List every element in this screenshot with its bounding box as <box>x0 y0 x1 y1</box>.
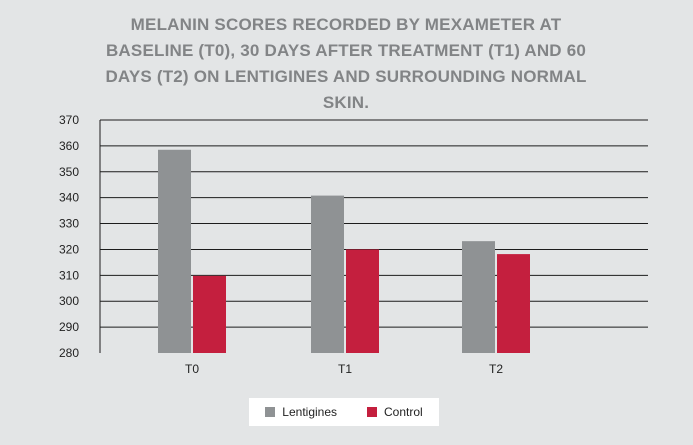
bars <box>158 149 530 353</box>
legend-swatch-control <box>367 407 378 417</box>
y-tick-label-340: 340 <box>59 191 79 205</box>
bar-lentigines-t0 <box>158 149 191 353</box>
x-tick-label-t1: T1 <box>338 362 352 376</box>
legend-label-control: Control <box>384 405 423 419</box>
y-tick-label-370: 370 <box>59 113 79 127</box>
bar-lentigines-t1 <box>311 195 344 353</box>
bar-lentigines-t2 <box>462 241 495 353</box>
legend: Lentigines Control <box>249 398 439 426</box>
y-tick-label-310: 310 <box>59 268 79 282</box>
bar-control-t0 <box>193 275 226 353</box>
y-tick-label-350: 350 <box>59 165 79 179</box>
y-tick-label-300: 300 <box>59 294 79 308</box>
y-tick-label-290: 290 <box>59 320 79 334</box>
y-tick-label-280: 280 <box>59 346 79 360</box>
chart-title: MELANIN SCORES RECORDED BY MEXAMETER AT … <box>105 15 587 112</box>
legend-item-lentigines: Lentigines <box>265 405 337 419</box>
legend-item-control: Control <box>367 405 423 419</box>
y-tick-label-330: 330 <box>59 217 79 231</box>
x-tick-label-t0: T0 <box>185 362 199 376</box>
bar-control-t2 <box>497 254 530 353</box>
y-tick-label-360: 360 <box>59 139 79 153</box>
legend-label-lentigines: Lentigines <box>282 405 338 419</box>
x-tick-label-t2: T2 <box>489 362 503 376</box>
y-tick-label-320: 320 <box>59 242 79 256</box>
bar-control-t1 <box>346 249 379 353</box>
legend-swatch-lentigines <box>265 407 276 417</box>
tick-labels: 280 290 300 310 320 330 340 350 360 370 T0 T1 T2 <box>59 113 503 376</box>
